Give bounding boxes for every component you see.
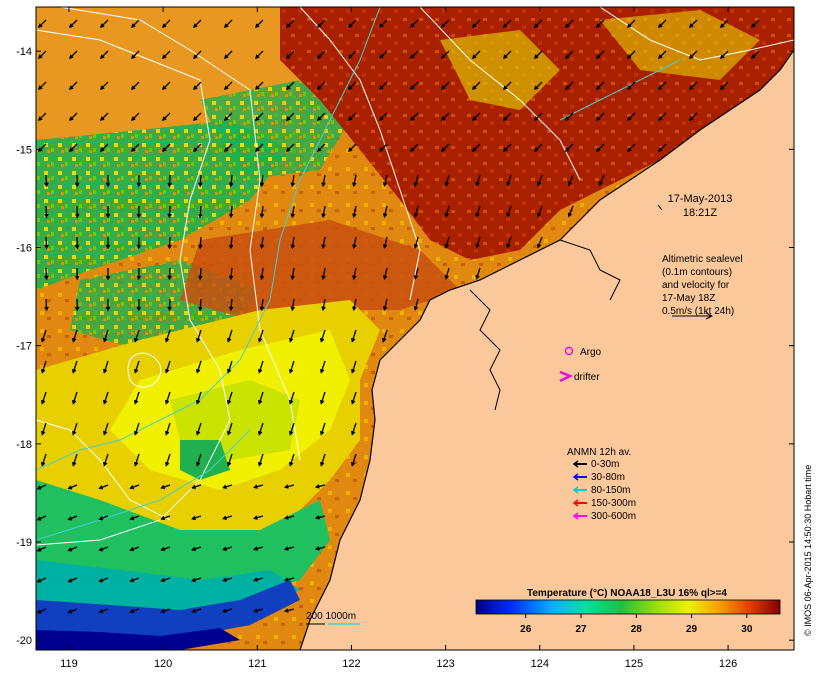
credit-text: © IMOS 06-Apr-2015 14:50:30 Hobart time	[803, 465, 813, 636]
time-label: 18:21Z	[683, 207, 718, 219]
date-label: 17-May-2013	[668, 193, 733, 205]
sst-image	[36, 7, 794, 650]
colorbar-tick-label: 30	[741, 624, 753, 635]
altimetry-line-2: (0.1m contours)	[662, 267, 732, 278]
colorbar-tick-label: 27	[575, 624, 587, 635]
anmn-depth-label: 80-150m	[591, 485, 630, 496]
y-axis: -14 -15 -16 -17 -18 -19 -20	[16, 46, 794, 647]
altimetry-line-1: Altimetric sealevel	[662, 254, 743, 265]
y-tick-label: -19	[16, 537, 32, 549]
x-tick-label: 123	[436, 658, 454, 670]
drifter-label: drifter	[574, 372, 600, 383]
x-tick-label: 122	[342, 658, 360, 670]
anmn-depth-label: 300-600m	[591, 511, 636, 522]
altimetry-line-4: 17-May 18Z	[662, 293, 715, 304]
x-tick-label: 119	[60, 658, 78, 670]
altimetry-line-5: 0.5m/s (1kt 24h)	[662, 306, 734, 317]
argo-label: Argo	[580, 347, 602, 358]
y-tick-label: -18	[16, 439, 32, 451]
anmn-depth-label: 0-30m	[591, 459, 619, 470]
y-tick-label: -14	[16, 46, 32, 58]
x-tick-label: 124	[531, 658, 549, 670]
anmn-title: ANMN 12h av.	[567, 447, 631, 458]
x-tick-label: 126	[719, 658, 737, 670]
anmn-legend: ANMN 12h av. 0-30m 30-80m 80-150m 150-300m 3…	[567, 447, 636, 522]
altimetry-line-3: and velocity for	[662, 280, 730, 291]
x-axis: 119 120 121 122 123 124 125 126	[60, 7, 737, 670]
x-tick-label: 120	[154, 658, 172, 670]
velocity-arrows	[36, 19, 760, 614]
bathy-label: 200 1000m	[306, 611, 356, 622]
colorbar-tick-label: 28	[631, 624, 643, 635]
x-tick-label: 125	[625, 658, 643, 670]
colorbar: Temperature (°C) NOAA18_L3U 16% ql>=4 26…	[468, 588, 786, 635]
x-tick-label: 121	[248, 658, 266, 670]
anmn-depth-label: 150-300m	[591, 498, 636, 509]
y-tick-label: -20	[16, 635, 32, 647]
y-tick-label: -16	[16, 243, 32, 255]
plot-frame	[35, 6, 795, 651]
drifter-marker-icon	[559, 370, 574, 383]
colorbar-gradient	[475, 599, 781, 615]
y-tick-label: -15	[16, 144, 32, 156]
y-tick-label: -17	[16, 341, 32, 353]
colorbar-tick-label: 29	[686, 624, 698, 635]
colorbar-title: Temperature (°C) NOAA18_L3U 16% ql>=4	[527, 588, 727, 599]
altimetry-note: Altimetric sealevel (0.1m contours) and …	[662, 254, 743, 320]
anmn-depth-label: 30-80m	[591, 472, 625, 483]
argo-marker-icon	[564, 346, 574, 356]
colorbar-tick-label: 26	[520, 624, 532, 635]
